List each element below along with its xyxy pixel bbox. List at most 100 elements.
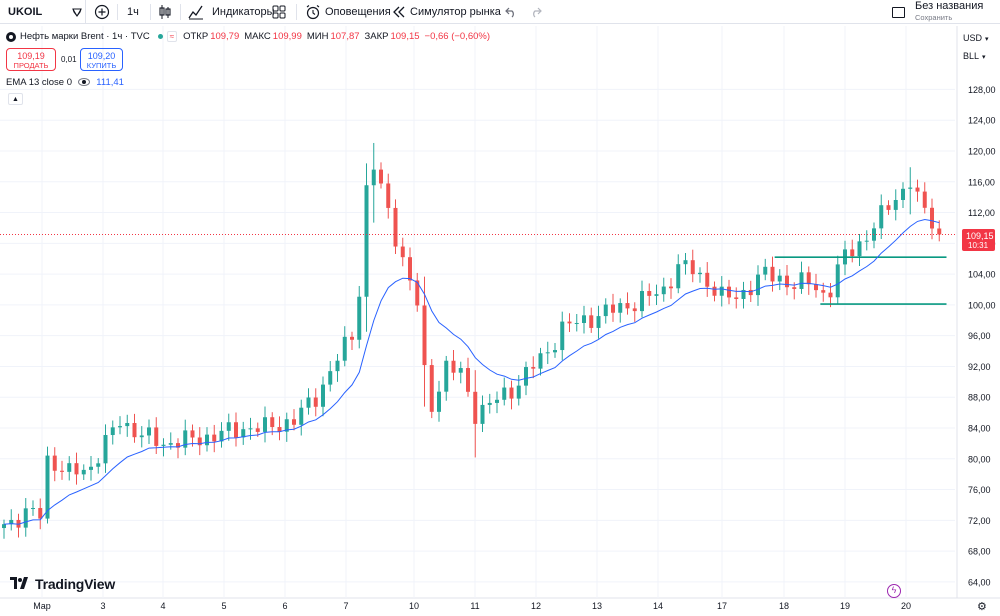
candle-body [23, 508, 28, 528]
candle-body [60, 470, 64, 472]
candle-body [545, 352, 550, 354]
visibility-eye-icon[interactable] [77, 78, 90, 86]
wave-icon: ≈ [166, 31, 178, 42]
buy-button[interactable]: 109,20 КУПИТЬ [80, 48, 123, 71]
candle-body [683, 260, 688, 265]
collapse-legend-icon[interactable]: ▲ [8, 93, 23, 105]
candle-body [487, 402, 492, 405]
candle-body [582, 315, 586, 323]
candle-body [350, 336, 354, 340]
templates-icon[interactable] [272, 0, 286, 24]
price-scale[interactable]: 128,00124,00120,00116,00112,00108,00104,… [968, 85, 996, 587]
close-label: ЗАКР [364, 31, 389, 42]
candle-body [531, 367, 536, 369]
tradingview-logo[interactable]: TradingView [10, 576, 115, 592]
candle-body [719, 286, 724, 296]
candle-body [299, 407, 304, 425]
candle-body [618, 303, 623, 313]
candle-body [103, 435, 108, 464]
undo-icon[interactable] [505, 0, 517, 24]
time-scale[interactable]: Мар 3 4 5 6 7 10 11 12 13 14 17 18 19 20 [33, 601, 911, 611]
candle-body [473, 391, 478, 424]
buy-label: КУПИТЬ [86, 61, 117, 70]
unit-selector[interactable]: BLL ▾ [963, 51, 986, 61]
time-tick-label: 11 [470, 601, 479, 611]
candle-body [567, 321, 572, 324]
candle-body [400, 246, 405, 258]
interval-selector[interactable]: 1ч [127, 0, 139, 24]
candle-body [502, 387, 507, 400]
candle-body [821, 290, 826, 293]
redo-icon[interactable] [530, 0, 542, 24]
layout-save-status[interactable]: Сохранить [915, 13, 953, 22]
currency-selector[interactable]: USD ▾ [963, 33, 989, 43]
lightning-icon[interactable]: ϟ [887, 584, 901, 598]
candle-body [553, 350, 557, 353]
candle-body [284, 419, 289, 432]
ema-legend[interactable]: EMA 13 close 0 111,41 [6, 77, 124, 88]
candle-body [270, 417, 275, 428]
layout-menu[interactable]: Без названия Сохранить [892, 0, 983, 24]
indicators-label: Индикаторы [212, 6, 275, 18]
candle-body [313, 397, 318, 407]
candle-body [901, 188, 905, 201]
sell-price: 109,19 [17, 51, 45, 61]
candle-body [118, 426, 122, 428]
candle-body [589, 315, 594, 328]
low-label: МИН [306, 31, 329, 42]
replay-button[interactable]: Симулятор рынка [392, 0, 501, 24]
candle-body [241, 429, 246, 438]
candle-body [748, 289, 753, 296]
candle-body [321, 384, 325, 407]
candle-body [408, 257, 412, 281]
indicators-button[interactable]: Индикаторы [188, 0, 275, 24]
candle-body [371, 169, 376, 186]
price-tick-label: 100,00 [968, 300, 996, 310]
chevron-down-icon: ▾ [985, 36, 989, 43]
change-value: −0,66 (−0,60%) [424, 31, 491, 42]
price-tick-label: 80,00 [968, 454, 991, 464]
alarm-clock-icon [305, 4, 321, 20]
price-tick-label: 104,00 [968, 270, 996, 280]
candle-body [205, 434, 209, 446]
candle-body [197, 437, 202, 446]
horizontal-levels[interactable] [774, 256, 947, 305]
symbol-options-icon[interactable] [70, 5, 84, 19]
candle-body [234, 422, 238, 438]
candle-body [806, 272, 811, 285]
last-price-tag: 109,15 10:31 [962, 229, 995, 251]
compare-add-icon[interactable] [93, 0, 111, 24]
candle-body [538, 353, 543, 369]
price-tick-label: 72,00 [968, 516, 991, 526]
price-tick-label: 116,00 [968, 177, 995, 187]
candles-style-icon[interactable] [158, 0, 172, 24]
time-tick-label: Мар [33, 601, 51, 611]
candle-body [763, 266, 768, 275]
candle-body [893, 200, 898, 210]
candle-body [785, 275, 789, 288]
candle-body [292, 419, 296, 425]
candle-body [698, 272, 702, 275]
candle-body [632, 308, 637, 312]
symbol-search[interactable]: UKOIL [0, 0, 86, 24]
sell-button[interactable]: 109,19 ПРОДАТЬ [6, 48, 56, 71]
candle-body [814, 284, 818, 291]
alerts-button[interactable]: Оповещения [305, 0, 391, 24]
candle-body [480, 404, 485, 424]
candle-body [437, 391, 441, 412]
candle-body [168, 443, 173, 445]
candle-body [415, 280, 420, 306]
candle-body [611, 304, 615, 313]
candle-body [676, 264, 681, 289]
candle-body [835, 264, 840, 298]
candle-body [908, 187, 913, 189]
gear-icon[interactable]: ⚙ [977, 601, 987, 613]
candle-body [879, 205, 884, 229]
candle-body [603, 304, 608, 317]
price-tick-label: 124,00 [968, 116, 996, 126]
candle-body [850, 249, 855, 257]
candle-body [915, 187, 920, 192]
candle-body [777, 275, 782, 282]
time-tick-label: 7 [343, 601, 348, 611]
